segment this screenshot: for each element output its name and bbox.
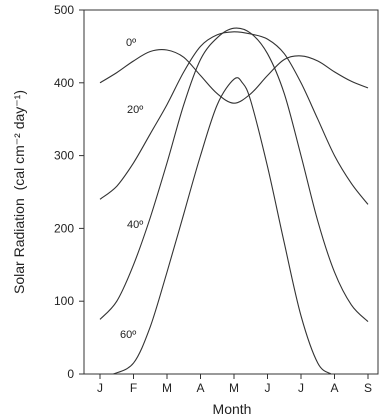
y-tick-label: 300 (54, 149, 74, 163)
x-tick-label: J (97, 381, 103, 395)
series-60-line (113, 77, 332, 375)
y-tick-label: 0 (67, 367, 74, 381)
series-40-line (99, 27, 369, 322)
series-labels: 0º 20º 40º 60º (120, 37, 143, 341)
series-40-label: 40º (127, 219, 143, 231)
y-axis: 0 100 200 300 400 500 (54, 3, 84, 381)
x-tick-label: F (130, 381, 137, 395)
y-axis-title-quantity: Solar Radiation (11, 198, 27, 294)
y-tick-label: 500 (54, 3, 74, 17)
x-tick-label: M (162, 381, 172, 395)
x-tick-label: M (229, 381, 239, 395)
y-tick-label: 200 (54, 221, 74, 235)
series-0-label: 0º (126, 37, 136, 49)
x-tick-label: J (298, 381, 304, 395)
series-20-line (99, 31, 369, 205)
y-axis-title: Solar Radiation (cal cm⁻² day⁻¹) (11, 90, 27, 294)
x-tick-label: A (330, 381, 338, 395)
y-tick-label: 400 (54, 76, 74, 90)
x-tick-label: S (364, 381, 372, 395)
series-0-line (99, 49, 369, 104)
x-tick-label: J (265, 381, 271, 395)
series-20-label: 20º (127, 104, 143, 116)
x-axis-title: Month (213, 401, 252, 417)
x-tick-label: A (196, 381, 204, 395)
y-axis-title-unit: (cal cm⁻² day⁻¹) (11, 90, 27, 190)
y-tick-label: 100 (54, 294, 74, 308)
series-60-label: 60º (120, 329, 136, 341)
series-layer (99, 27, 369, 375)
plot-frame (83, 9, 379, 375)
